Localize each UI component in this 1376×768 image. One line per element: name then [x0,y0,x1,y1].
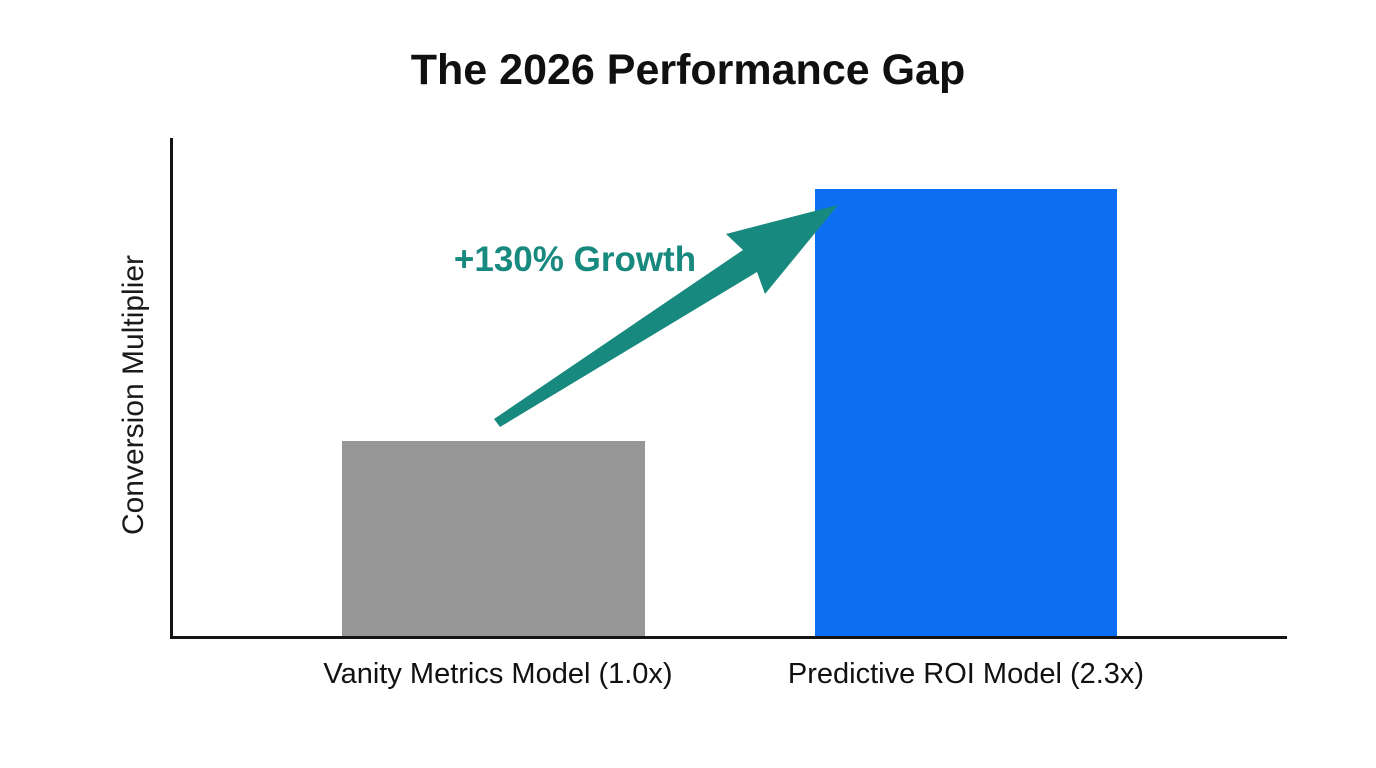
plot-area [170,138,1287,639]
bar-predictive-roi-model [815,189,1117,636]
bar-vanity-metrics-model [342,441,645,636]
x-tick-label-predictive-roi-model: Predictive ROI Model (2.3x) [787,658,1145,690]
x-tick-label-vanity-metrics-model: Vanity Metrics Model (1.0x) [323,658,673,690]
growth-annotation: +130% Growth [453,240,697,279]
y-axis-label: Conversion Multiplier [117,254,150,536]
chart-title: The 2026 Performance Gap [410,46,966,94]
